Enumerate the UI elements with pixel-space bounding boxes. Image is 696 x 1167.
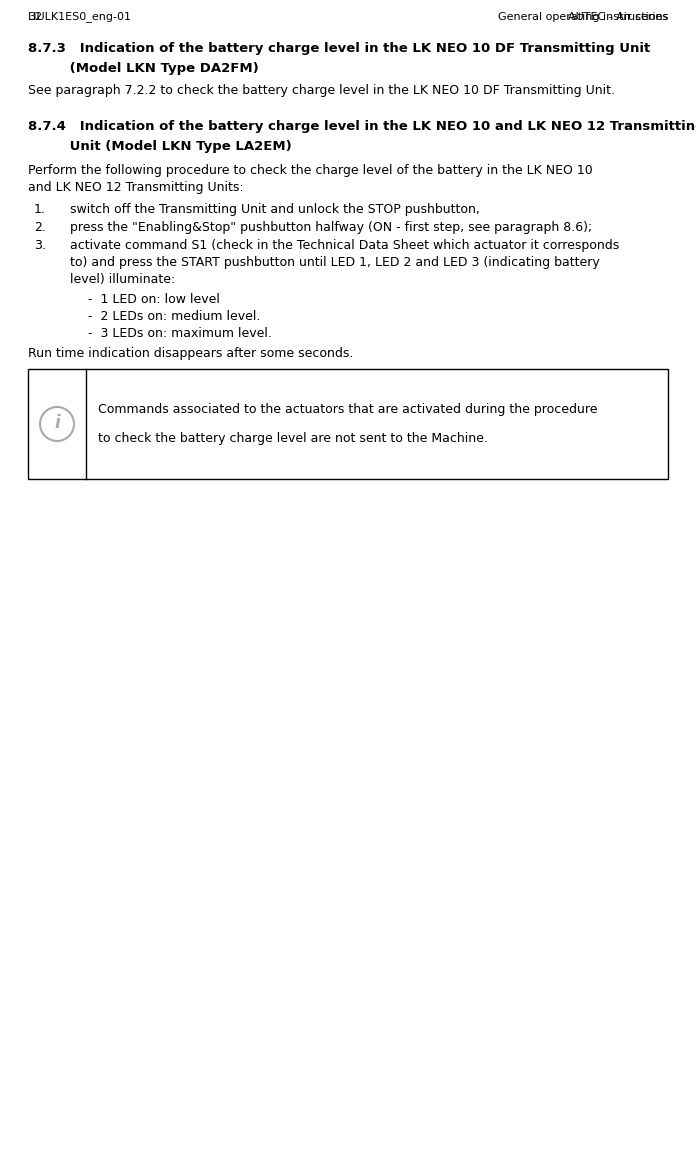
Text: See paragraph 7.2.2 to check the battery charge level in the LK NEO 10 DF Transm: See paragraph 7.2.2 to check the battery… [28,84,615,97]
Text: activate command S1 (check in the Technical Data Sheet which actuator it corresp: activate command S1 (check in the Techni… [70,239,619,252]
Text: 32: 32 [28,12,42,22]
Text: and LK NEO 12 Transmitting Units:: and LK NEO 12 Transmitting Units: [28,181,244,194]
Text: switch off the Transmitting Unit and unlock the STOP pushbutton,: switch off the Transmitting Unit and unl… [70,203,480,216]
Text: to) and press the START pushbutton until LED 1, LED 2 and LED 3 (indicating batt: to) and press the START pushbutton until… [70,256,600,270]
Text: Perform the following procedure to check the charge level of the battery in the : Perform the following procedure to check… [28,165,593,177]
Text: -  1 LED on: low level: - 1 LED on: low level [88,293,220,306]
Text: -  2 LEDs on: medium level.: - 2 LEDs on: medium level. [88,310,260,323]
Text: Run time indication disappears after some seconds.: Run time indication disappears after som… [28,347,354,359]
Text: 3.: 3. [34,239,46,252]
Circle shape [40,407,74,441]
Text: 2.: 2. [34,221,46,235]
Text: level) illuminate:: level) illuminate: [70,273,175,286]
Text: 1.: 1. [34,203,46,216]
Text: i: i [54,414,60,432]
Text: press the "Enabling&Stop" pushbutton halfway (ON - first step, see paragraph 8.6: press the "Enabling&Stop" pushbutton hal… [70,221,592,235]
Text: Commands associated to the actuators that are activated during the procedure: Commands associated to the actuators tha… [98,403,597,415]
Text: to check the battery charge level are not sent to the Machine.: to check the battery charge level are no… [98,432,488,445]
Text: -  3 LEDs on: maximum level.: - 3 LEDs on: maximum level. [88,327,272,340]
Text: (Model LKN Type DA2FM): (Model LKN Type DA2FM) [28,62,259,75]
Text: 8.7.4   Indication of the battery charge level in the LK NEO 10 and LK NEO 12 Tr: 8.7.4 Indication of the battery charge l… [28,120,696,133]
Text: AUTEC - Air series: AUTEC - Air series [568,12,668,22]
Bar [28,369,668,478]
Text: General operating instructions: General operating instructions [498,12,668,22]
Text: LIULK1ES0_eng-01: LIULK1ES0_eng-01 [28,12,132,22]
Text: 8.7.3   Indication of the battery charge level in the LK NEO 10 DF Transmitting : 8.7.3 Indication of the battery charge l… [28,42,650,55]
Text: Unit (Model LKN Type LA2EM): Unit (Model LKN Type LA2EM) [28,140,292,153]
